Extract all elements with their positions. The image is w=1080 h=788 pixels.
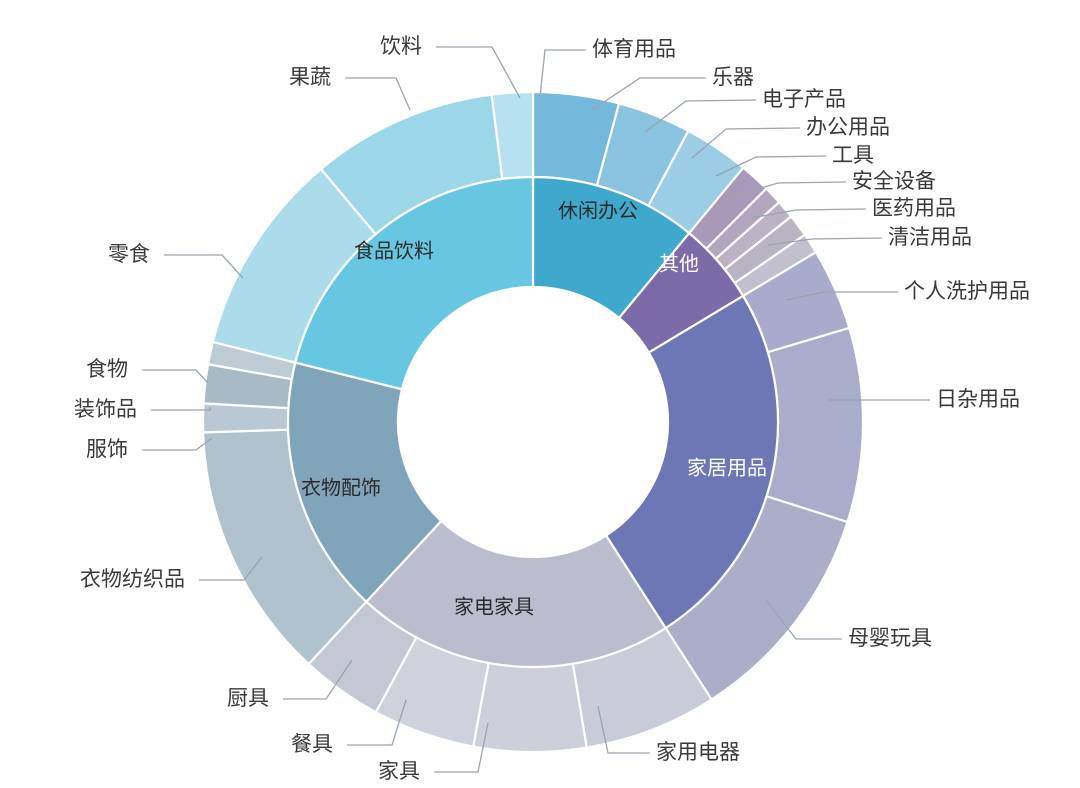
outer-label: 家用电器: [656, 740, 740, 764]
inner-label: 其他: [659, 252, 699, 276]
inner-label: 家居用品: [687, 456, 767, 480]
leader-line: [785, 291, 898, 301]
outer-label: 果蔬: [289, 65, 331, 89]
outer-ring-labels: 饮料 体育用品乐器电子产品办公用品工具安全设备医药用品清洁用品个人洗护用品日杂用品…: [74, 34, 1030, 783]
outer-label: 个人洗护用品: [904, 279, 1030, 303]
outer-label: 家具: [378, 759, 420, 783]
outer-label: 装饰品: [74, 397, 137, 421]
leader-line: [142, 437, 213, 451]
leader-line: [767, 237, 883, 246]
leader-line: [436, 46, 521, 99]
inner-label: 休闲办公: [558, 199, 638, 223]
outer-label: 衣物纺织品: [80, 567, 185, 591]
outer-label: 母婴玩具: [848, 626, 932, 650]
leader-line: [164, 254, 244, 279]
outer-label: 零食: [108, 242, 150, 266]
leader-line: [347, 699, 407, 746]
outer-ring-segments: [201, 90, 865, 754]
inner-segment[interactable]: [604, 294, 780, 630]
leader-line: [750, 208, 867, 219]
outer-label: 电子产品: [762, 87, 846, 111]
inner-label: 家电家具: [454, 595, 534, 619]
leader-line: [539, 49, 586, 98]
leader-line: [142, 369, 209, 384]
outer-label: 厨具: [227, 686, 269, 710]
outer-label: 安全设备: [852, 169, 936, 193]
leader-line: [715, 155, 827, 177]
outer-label: 体育用品: [592, 37, 676, 61]
leader-line: [283, 659, 353, 700]
outer-label: 清洁用品: [888, 225, 972, 249]
outer-label: 餐具: [291, 732, 333, 756]
inner-segment[interactable]: [286, 361, 443, 603]
inner-ring-segments: [286, 175, 780, 669]
inner-segment[interactable]: [294, 175, 535, 391]
inner-segment[interactable]: [365, 519, 667, 669]
outer-segment[interactable]: [765, 326, 865, 524]
leader-lines: [142, 46, 930, 773]
inner-label: 食品饮料: [354, 239, 434, 263]
outer-label: 工具: [832, 143, 874, 167]
outer-label: 日杂用品: [936, 387, 1020, 411]
outer-label: 服饰: [86, 437, 128, 461]
leader-line: [591, 77, 706, 111]
leader-line: [765, 599, 842, 640]
outer-label: 医药用品: [872, 196, 956, 220]
leader-line: [345, 77, 411, 111]
outer-label: 食物: [86, 357, 128, 381]
leader-line: [733, 181, 847, 197]
outer-label: 乐器: [712, 65, 754, 89]
leader-line: [644, 99, 757, 133]
leader-line: [597, 705, 650, 754]
outer-segment[interactable]: [472, 661, 588, 754]
leader-line: [434, 722, 489, 773]
outer-label: 饮料: [380, 34, 422, 58]
leader-line: [151, 407, 211, 411]
inner-label: 衣物配饰: [301, 476, 381, 500]
outer-label: 办公用品: [806, 115, 890, 139]
leader-line: [691, 127, 801, 159]
leader-line: [199, 556, 263, 581]
